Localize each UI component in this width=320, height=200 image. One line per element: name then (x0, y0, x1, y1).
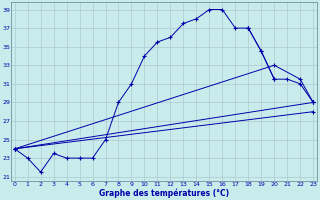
X-axis label: Graphe des températures (°C): Graphe des températures (°C) (99, 188, 229, 198)
